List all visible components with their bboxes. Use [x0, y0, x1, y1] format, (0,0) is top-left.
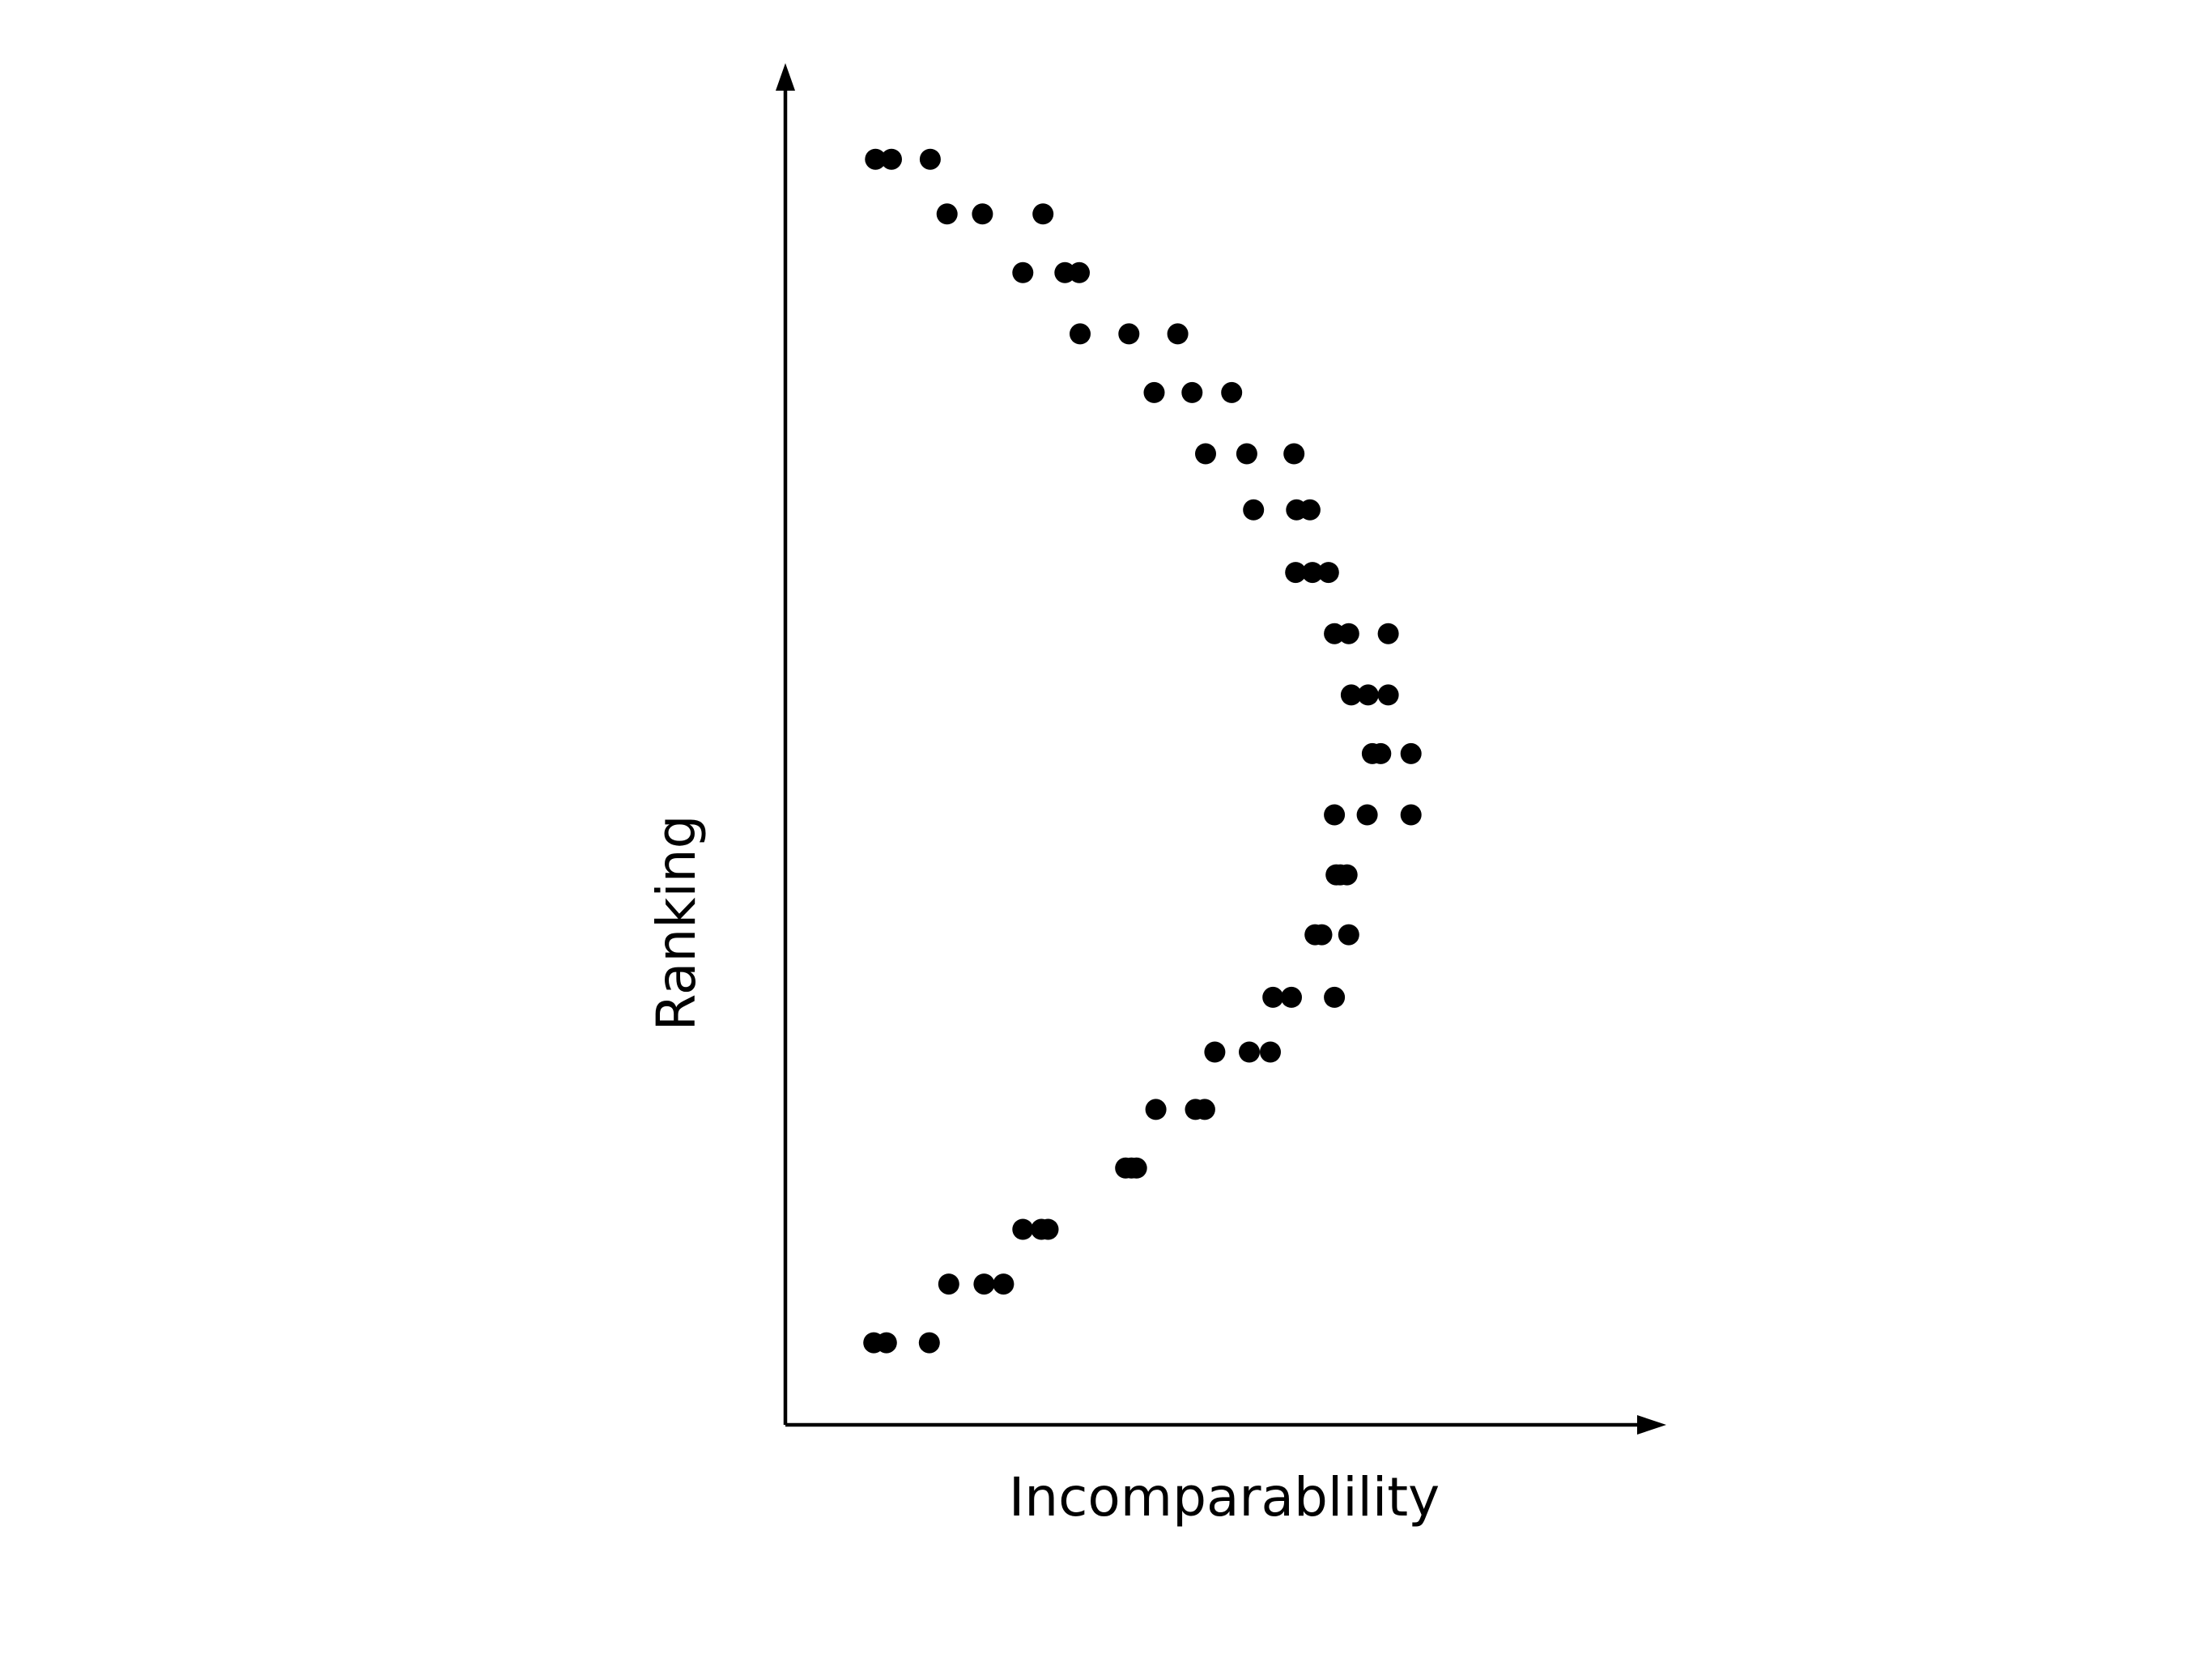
data-point-11 — [1167, 323, 1189, 345]
data-point-58 — [973, 1273, 995, 1295]
data-point-10 — [1118, 323, 1140, 345]
axes — [776, 63, 1666, 1435]
data-point-23 — [1317, 562, 1339, 584]
data-point-16 — [1236, 443, 1257, 465]
data-point-9 — [1070, 323, 1091, 345]
data-point-13 — [1181, 381, 1203, 403]
data-point-40 — [1311, 924, 1333, 946]
data-point-22 — [1302, 562, 1323, 584]
data-point-29 — [1377, 684, 1399, 706]
data-point-31 — [1370, 742, 1392, 764]
data-point-8 — [1069, 261, 1090, 283]
data-point-62 — [918, 1332, 940, 1354]
data-point-1 — [881, 148, 902, 170]
data-point-42 — [1262, 986, 1284, 1008]
data-point-50 — [1193, 1099, 1215, 1120]
data-point-18 — [1243, 499, 1265, 521]
data-point-48 — [1145, 1099, 1167, 1120]
data-point-35 — [1400, 804, 1422, 826]
data-point-6 — [1012, 261, 1034, 283]
y-axis-arrow — [776, 63, 795, 91]
data-point-57 — [938, 1273, 959, 1295]
data-point-38 — [1329, 864, 1351, 886]
data-point-20 — [1299, 499, 1321, 521]
data-points — [863, 148, 1422, 1354]
data-point-21 — [1285, 562, 1307, 584]
data-point-41 — [1338, 924, 1359, 946]
data-point-59 — [993, 1273, 1015, 1295]
data-point-0 — [865, 148, 887, 170]
data-point-56 — [1037, 1218, 1059, 1240]
data-point-15 — [1195, 443, 1216, 465]
data-point-46 — [1239, 1041, 1260, 1063]
data-point-47 — [1260, 1041, 1281, 1063]
data-point-33 — [1324, 804, 1346, 826]
data-point-44 — [1324, 986, 1346, 1008]
x-axis-arrow — [1637, 1415, 1666, 1435]
data-point-3 — [936, 203, 958, 225]
data-point-26 — [1377, 623, 1399, 644]
data-point-54 — [1012, 1218, 1034, 1240]
y-axis-label: Ranking — [645, 815, 708, 1031]
data-point-34 — [1356, 804, 1378, 826]
data-point-12 — [1143, 381, 1165, 403]
data-point-27 — [1340, 684, 1362, 706]
data-point-2 — [919, 148, 941, 170]
data-point-43 — [1281, 986, 1302, 1008]
data-point-53 — [1121, 1157, 1142, 1179]
data-point-61 — [875, 1332, 897, 1354]
data-point-28 — [1357, 684, 1379, 706]
data-point-5 — [1032, 203, 1054, 225]
data-point-17 — [1283, 443, 1305, 465]
data-point-4 — [972, 203, 993, 225]
data-point-14 — [1221, 381, 1243, 403]
data-point-25 — [1338, 623, 1359, 644]
data-point-45 — [1204, 1041, 1226, 1063]
x-axis-label: Incomparablility — [1009, 1466, 1440, 1528]
data-point-32 — [1400, 742, 1422, 764]
